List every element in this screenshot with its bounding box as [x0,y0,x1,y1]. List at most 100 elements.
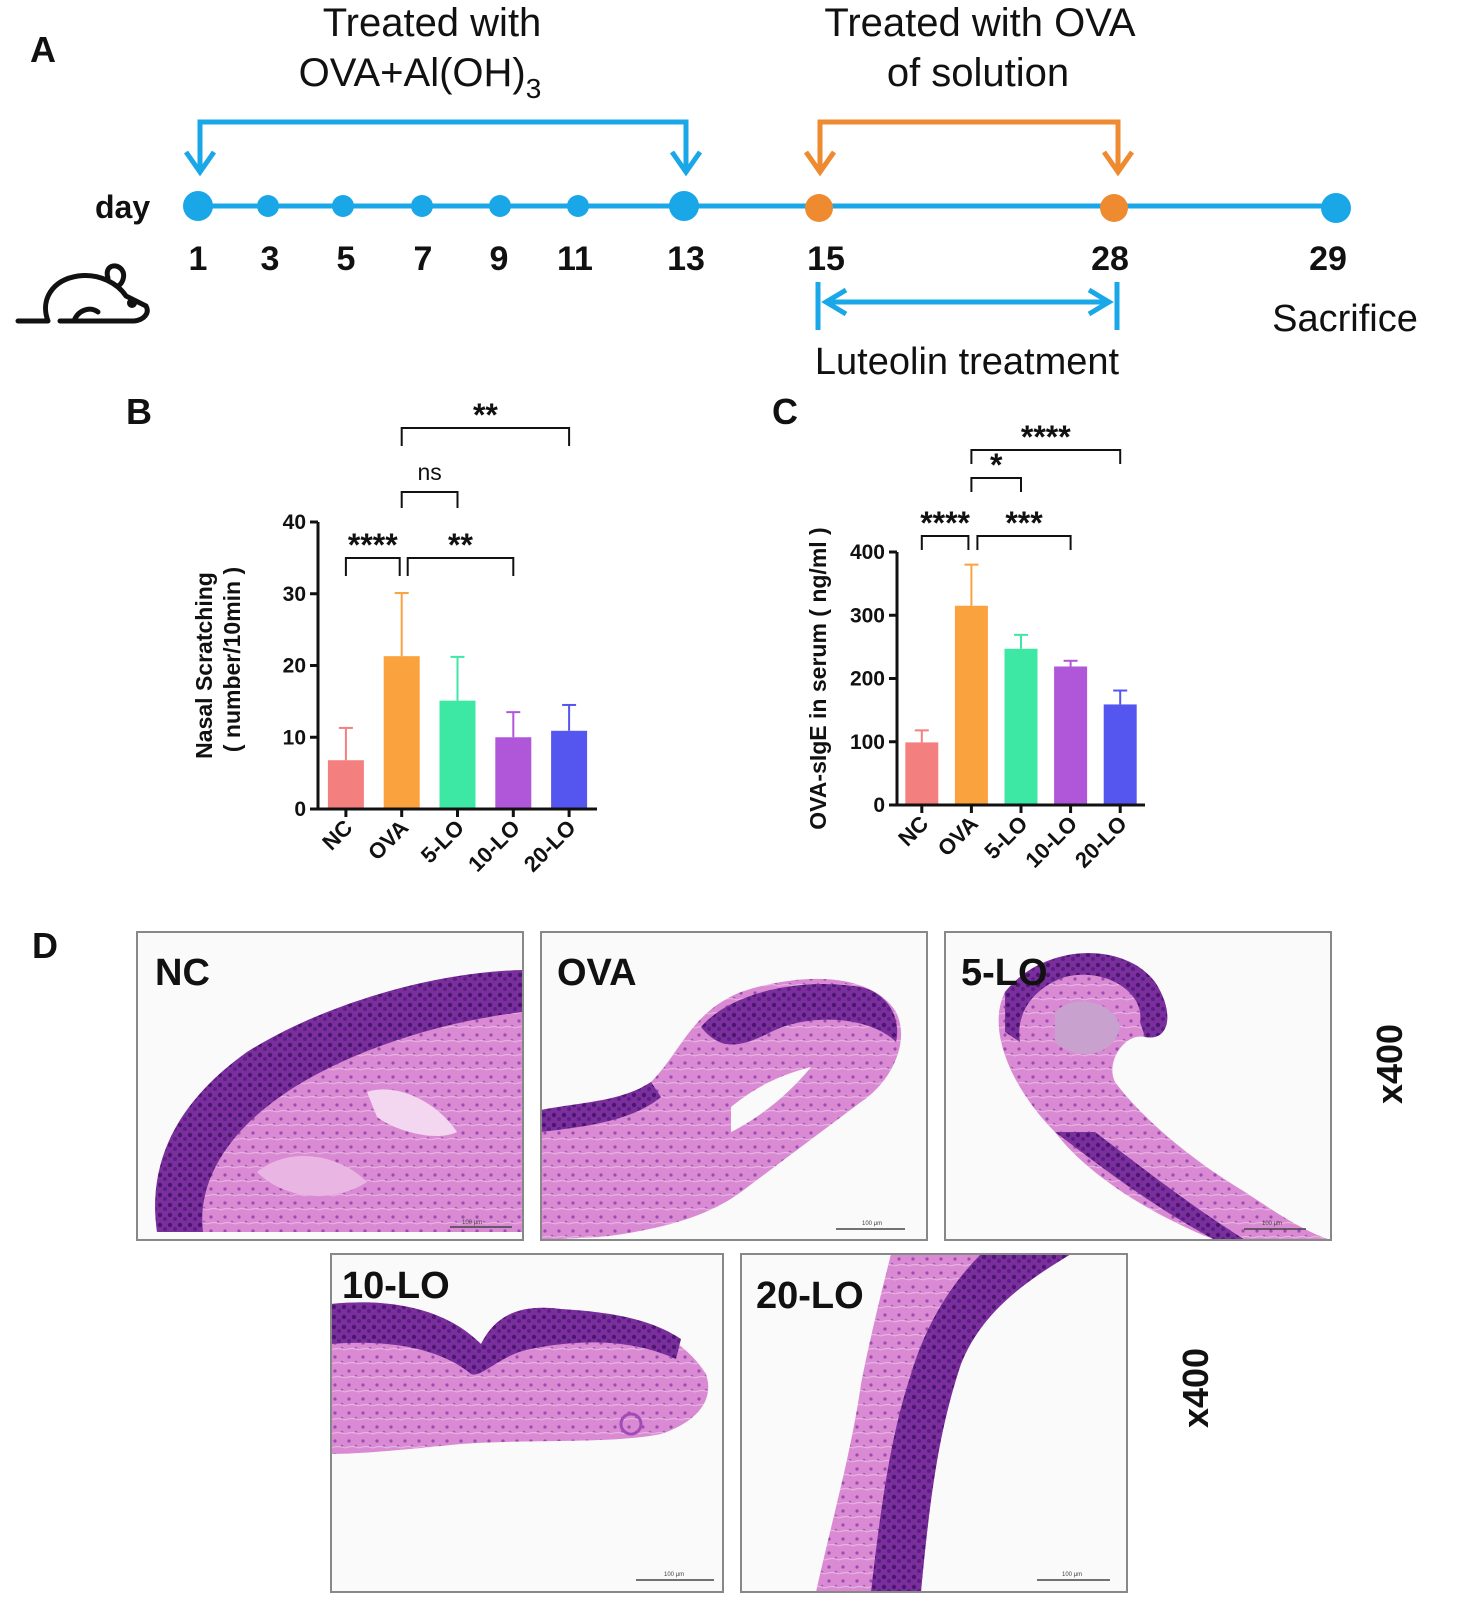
x-tick-label: OVA [363,815,413,865]
phase1-title-line1: Treated with [323,1,542,45]
significance-bracket [976,535,1072,550]
y-axis-label: Nasal Scratching [191,572,217,759]
scale-bar-label: 100 μm [1262,1221,1282,1227]
day-marker [489,195,511,217]
bar [383,656,420,809]
bar [495,737,532,809]
treatment-span [815,282,1120,330]
y-tick-label: 20 [283,655,306,678]
histology-label: 20-LO [756,1275,864,1317]
day-marker [1321,193,1351,223]
significance-label: * [990,447,1003,483]
y-tick-label: 300 [850,604,885,627]
day-label: day [95,189,150,225]
y-tick-label: 400 [850,541,885,564]
phase1-title-line2: OVA+Al(OH)3 [299,51,542,104]
panel-d-histology: D NC 100 μm OVA [32,925,1410,1593]
day-number: 28 [1091,240,1129,278]
significance-bracket [970,449,1122,464]
significance-label: **** [1021,419,1071,455]
y-tick-label: 0 [873,794,885,817]
significance-bracket [400,427,571,446]
day-marker [332,195,354,217]
histology-image-ova: OVA 100 μm [540,931,928,1241]
phase1-bracket [183,119,703,177]
day-marker [567,195,589,217]
phase2-title-line1: Treated with OVA [824,1,1136,45]
x-tick-label: NC [317,815,357,855]
panel-c-letter: C [772,391,798,432]
mouse-icon [15,263,150,324]
day-number: 15 [807,240,845,278]
bar [327,760,364,809]
y-tick-label: 30 [283,583,306,606]
magnification-label: x400 [1175,1348,1216,1428]
histology-image-nc: NC 100 μm [136,931,524,1241]
day-number: 29 [1309,240,1347,278]
day-number: 7 [414,240,433,278]
histology-image-5-lo: 5-LO 100 μm [944,931,1332,1241]
phase2-bracket [803,119,1135,177]
scale-bar-label: 100 μm [1062,1572,1082,1578]
scale-bar-label: 100 μm [664,1572,684,1578]
phase2-title-line2: of solution [887,51,1069,95]
y-axis-label-units: ( number/10min ) [219,567,245,752]
significance-label: *** [1005,505,1043,541]
day-marker [1100,194,1128,222]
panel-a-timeline: A Treated with OVA+Al(OH)3 Treated with … [15,1,1418,383]
day-number: 1 [189,240,208,278]
day-marker [411,195,433,217]
significance-label: **** [348,527,398,563]
day-number: 13 [667,240,705,278]
histology-image-10-lo: 10-LO 100 μm [330,1253,724,1593]
bar [954,605,988,805]
y-axis-label: OVA-sIgE in serum ( ng/ml ) [805,527,831,829]
day-marker [669,191,699,221]
histology-label: 5-LO [961,952,1048,994]
day-marker [257,195,279,217]
x-tick-label: 20-LO [1070,811,1132,873]
significance-bracket [406,557,515,576]
panel-a-letter: A [30,29,56,70]
x-tick-label: NC [893,811,933,851]
bar [1103,704,1137,805]
y-tick-label: 200 [850,668,885,691]
panel-b-letter: B [126,391,152,432]
bar [439,700,476,809]
y-tick-label: 10 [283,726,306,749]
timeline-markers [183,191,1351,223]
significance-bracket [344,557,401,576]
scale-bar-label: 100 μm [462,1220,482,1226]
scale-bar-label: 100 μm [862,1221,882,1227]
y-tick-label: 100 [850,731,885,754]
bar [1004,648,1038,805]
x-tick-label: 10-LO [1020,811,1082,873]
significance-label: ns [417,459,441,485]
histology-label: NC [155,952,210,994]
histology-label: OVA [557,952,637,994]
significance-bracket [970,477,1022,492]
histology-image-20-lo: 20-LO 100 μm [740,1253,1128,1593]
y-tick-label: 40 [283,511,306,534]
significance-label: ** [448,527,473,563]
significance-label: **** [920,505,970,541]
treatment-label: Luteolin treatment [815,341,1120,383]
significance-bracket [400,491,459,508]
day-number: 11 [557,240,593,278]
bar [1054,666,1088,805]
magnification-label: x400 [1369,1024,1410,1104]
day-number: 5 [337,240,356,278]
day-number: 3 [261,240,280,278]
bar [905,742,939,805]
sacrifice-label: Sacrifice [1272,298,1418,340]
panel-d-letter: D [32,925,58,966]
y-tick-label: 0 [294,798,306,821]
x-tick-label: 10-LO [463,815,525,877]
histology-label: 10-LO [342,1265,450,1307]
day-number: 9 [490,240,509,278]
